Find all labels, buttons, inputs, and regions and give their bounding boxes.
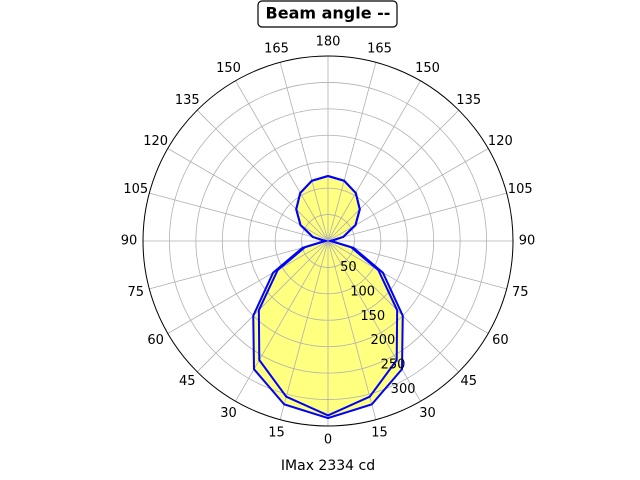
theta-tick-label: 135 xyxy=(456,93,481,108)
grid-spoke xyxy=(327,240,377,420)
grid-spoke xyxy=(279,62,329,242)
r-tick-label: 150 xyxy=(360,309,385,324)
r-tick-label: 200 xyxy=(370,333,395,348)
theta-tick-label: 135 xyxy=(175,93,200,108)
theta-tick-label: 60 xyxy=(147,333,164,348)
theta-tick-label: 150 xyxy=(415,61,440,76)
theta-tick-label: 45 xyxy=(179,374,196,389)
grid-spoke xyxy=(327,62,377,242)
theta-tick-label: 105 xyxy=(123,182,148,197)
grid-spoke xyxy=(327,192,507,242)
theta-tick-label: 15 xyxy=(268,426,285,441)
r-tick-label: 300 xyxy=(391,382,416,397)
title-box xyxy=(257,0,398,28)
theta-tick-label: 90 xyxy=(121,234,138,249)
grid-spoke xyxy=(196,109,329,242)
theta-tick-label: 120 xyxy=(488,134,513,149)
theta-tick-label: 105 xyxy=(508,182,533,197)
theta-tick-label: 45 xyxy=(460,374,477,389)
grid-spoke xyxy=(327,240,460,373)
r-tick-label: 100 xyxy=(350,284,375,299)
grid-spoke xyxy=(327,240,507,290)
theta-tick-label: 165 xyxy=(264,41,289,56)
x-axis-label: IMax 2334 cd xyxy=(281,458,375,474)
grid-spoke xyxy=(196,240,329,373)
grid-spoke xyxy=(149,192,329,242)
grid-spoke xyxy=(235,240,329,402)
theta-tick-label: 30 xyxy=(419,406,436,421)
theta-tick-label: 30 xyxy=(220,406,237,421)
theta-tick-label: 150 xyxy=(216,61,241,76)
theta-tick-label: 60 xyxy=(492,333,509,348)
grid-spoke xyxy=(327,109,460,242)
grid-spoke xyxy=(235,80,329,242)
theta-tick-label: 15 xyxy=(371,426,388,441)
grid-spoke xyxy=(279,240,329,420)
theta-tick-label: 90 xyxy=(519,234,536,249)
grid-spoke xyxy=(327,240,489,334)
grid-spoke xyxy=(327,240,421,402)
grid-spoke xyxy=(167,240,329,334)
theta-tick-label: 75 xyxy=(128,285,145,300)
theta-tick-label: 0 xyxy=(324,433,332,448)
polar-frame xyxy=(142,55,514,427)
theta-tick-label: 75 xyxy=(512,285,529,300)
theta-tick-label: 120 xyxy=(143,134,168,149)
r-tick-label: 50 xyxy=(340,260,357,275)
theta-tick-label: 180 xyxy=(316,35,341,50)
beam-curve xyxy=(257,175,399,417)
grid-spoke xyxy=(327,80,421,242)
theta-tick-label: 165 xyxy=(367,41,392,56)
grid-spoke xyxy=(149,240,329,290)
chart-title: Beam angle -- xyxy=(266,4,391,23)
r-tick-label: 250 xyxy=(381,358,406,373)
